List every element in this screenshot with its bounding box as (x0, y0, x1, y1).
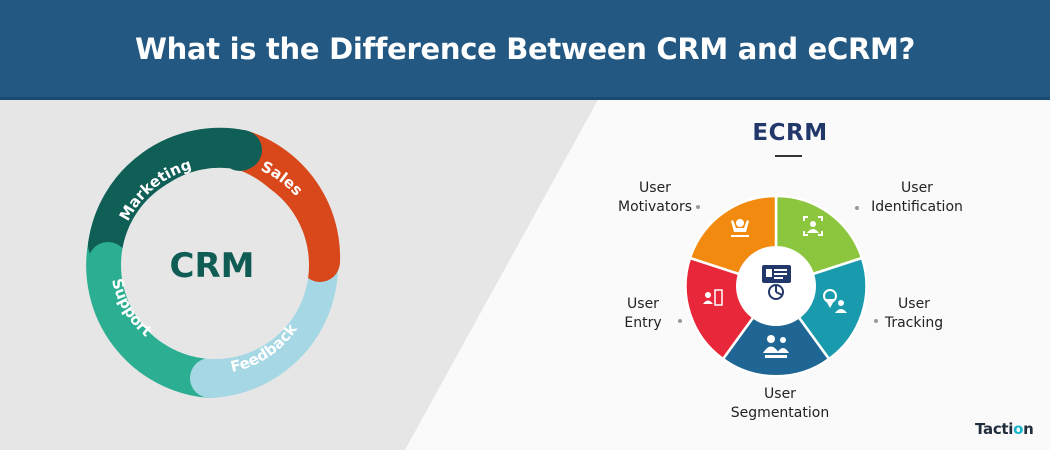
logo-text: Tacti (975, 420, 1014, 438)
dashboard-analytics-icon (762, 265, 791, 300)
ecrm-label-tracking: User Tracking (874, 295, 954, 333)
user-group-icon (763, 335, 789, 358)
crm-center-label: CRM (170, 246, 255, 286)
label-line1: User (639, 180, 671, 196)
ecrm-label-motivators: User Motivators (600, 179, 710, 217)
label-line2: Entry (624, 315, 662, 331)
connector-dot (678, 319, 682, 323)
ecrm-title-underline (775, 155, 802, 157)
location-user-icon (823, 289, 847, 313)
ecrm-label-segmentation: User Segmentation (720, 385, 840, 423)
label-line1: User (901, 180, 933, 196)
connector-dot (874, 319, 878, 323)
face-scan-icon (803, 216, 823, 236)
label-line2: Identification (871, 199, 963, 215)
user-door-icon (703, 289, 723, 306)
label-line2: Tracking (884, 315, 944, 331)
label-line2: Segmentation (730, 405, 830, 421)
ecrm-title: ECRM (752, 120, 828, 146)
motivated-user-icon (731, 219, 749, 237)
label-line2: Motivators (618, 199, 692, 215)
logo-accent: o (1013, 420, 1024, 438)
connector-dot (855, 206, 859, 210)
logo-text-end: n (1023, 420, 1034, 438)
label-line1: User (627, 296, 659, 312)
label-line1: User (898, 296, 930, 312)
crm-segment-marketing (88, 127, 262, 265)
ecrm-label-entry: User Entry (600, 295, 686, 333)
header-banner: What is the Difference Between CRM and e… (0, 0, 1050, 100)
ecrm-label-identification: User Identification (862, 179, 972, 217)
ecrm-segment-segmentation (721, 283, 831, 378)
connector-dot (696, 205, 700, 209)
page-title: What is the Difference Between CRM and e… (134, 31, 916, 66)
label-line1: User (764, 386, 796, 402)
brand-logo: Taction (975, 420, 1034, 438)
